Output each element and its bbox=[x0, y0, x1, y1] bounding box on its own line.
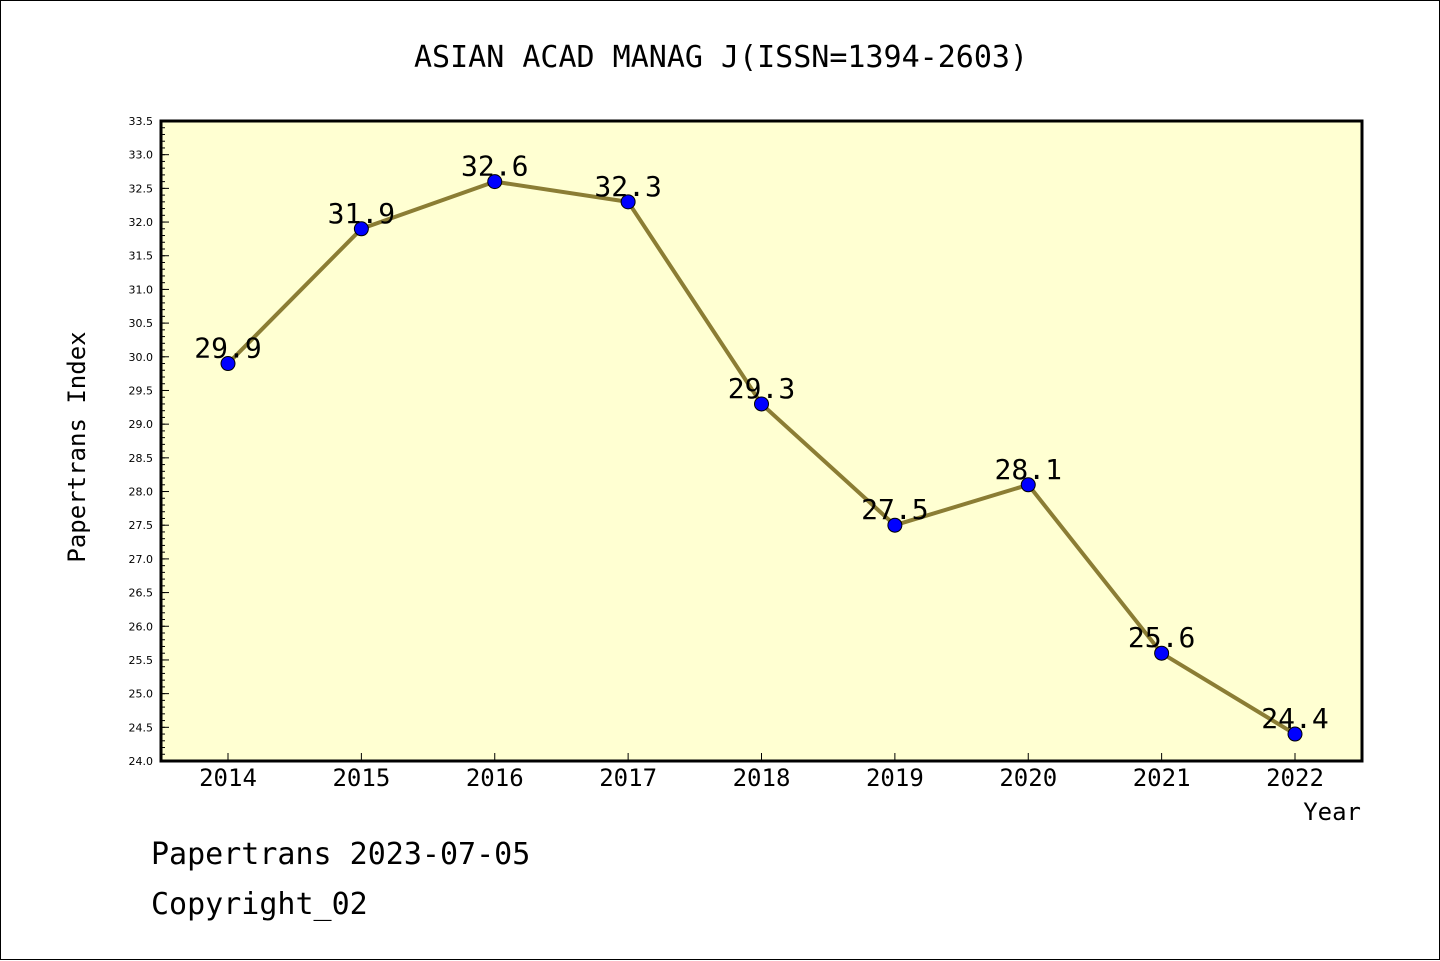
y-tick-label: 32.0 bbox=[129, 216, 154, 229]
y-tick-label: 30.5 bbox=[129, 317, 154, 330]
data-label: 24.4 bbox=[1261, 702, 1328, 735]
x-tick-label: 2014 bbox=[199, 764, 257, 792]
y-tick-label: 27.5 bbox=[129, 519, 154, 532]
data-point bbox=[353, 221, 369, 237]
x-tick-label: 2018 bbox=[733, 764, 791, 792]
y-axis-label: Papertrans Index bbox=[63, 331, 91, 562]
chart-title: ASIAN ACAD MANAG J(ISSN=1394-2603) bbox=[414, 40, 1028, 75]
x-tick-label: 2016 bbox=[466, 764, 524, 792]
y-tick-label: 26.0 bbox=[129, 620, 154, 633]
x-tick-label: 2021 bbox=[1133, 764, 1191, 792]
x-tick-label: 2017 bbox=[599, 764, 657, 792]
data-point bbox=[1287, 726, 1303, 742]
series-group: 29.9 31.9 32.6 32.3 29.3 27.5 28.1 25.6 24.4 bbox=[194, 150, 1329, 742]
data-point bbox=[220, 356, 236, 372]
y-tick-label: 28.0 bbox=[129, 486, 154, 499]
y-tick-label: 30.0 bbox=[129, 351, 154, 364]
y-tick-label: 24.5 bbox=[129, 721, 154, 734]
y-tick-label: 32.5 bbox=[129, 182, 154, 195]
x-tick-label: 2019 bbox=[866, 764, 924, 792]
data-point bbox=[754, 396, 769, 412]
x-tick-label: 2022 bbox=[1266, 764, 1324, 792]
plot-border bbox=[159, 119, 1364, 763]
data-label: 31.9 bbox=[328, 197, 395, 230]
y-tick-label: 33.5 bbox=[129, 115, 154, 128]
x-tick-label: 2015 bbox=[332, 764, 390, 792]
y-tick-label: 31.0 bbox=[129, 283, 154, 296]
y-tick-label: 25.5 bbox=[129, 654, 154, 667]
footer-date: Papertrans 2023-07-05 bbox=[151, 837, 530, 872]
y-tick-label: 25.0 bbox=[129, 688, 154, 701]
y-tick-label: 28.5 bbox=[129, 452, 154, 465]
footer-copyright: Copyright_02 bbox=[151, 887, 368, 922]
y-tick-label: 29.0 bbox=[129, 418, 154, 431]
y-tick-label: 26.5 bbox=[129, 587, 154, 600]
data-label: 29.9 bbox=[194, 332, 261, 365]
data-point bbox=[1020, 477, 1036, 493]
data-label: 32.6 bbox=[461, 150, 528, 183]
data-point bbox=[487, 174, 503, 190]
y-tick-label: 29.5 bbox=[129, 384, 154, 397]
x-tick-label: 2020 bbox=[999, 764, 1057, 792]
data-label: 27.5 bbox=[861, 493, 928, 526]
y-tick-label: 31.5 bbox=[129, 250, 154, 263]
data-point bbox=[1154, 645, 1170, 661]
y-tick-label: 24.0 bbox=[129, 755, 154, 768]
data-label: 32.3 bbox=[594, 170, 661, 203]
y-tick-label: 27.0 bbox=[129, 553, 154, 566]
x-axis-ticks: 2014 2015 2016 2017 2018 2019 2020 2021 2022 bbox=[199, 753, 1324, 792]
y-axis-ticks: 24.0 24.5 25.0 25.5 26.0 26.5 27.0 27.5 28.0 28.5… bbox=[129, 115, 169, 768]
y-tick-label: 33.0 bbox=[129, 149, 154, 162]
data-label: 28.1 bbox=[995, 453, 1062, 486]
data-label: 25.6 bbox=[1128, 621, 1195, 654]
data-label: 29.3 bbox=[728, 372, 795, 405]
data-point bbox=[620, 194, 636, 210]
data-point bbox=[887, 517, 903, 533]
x-axis-label: Year bbox=[1303, 798, 1361, 826]
